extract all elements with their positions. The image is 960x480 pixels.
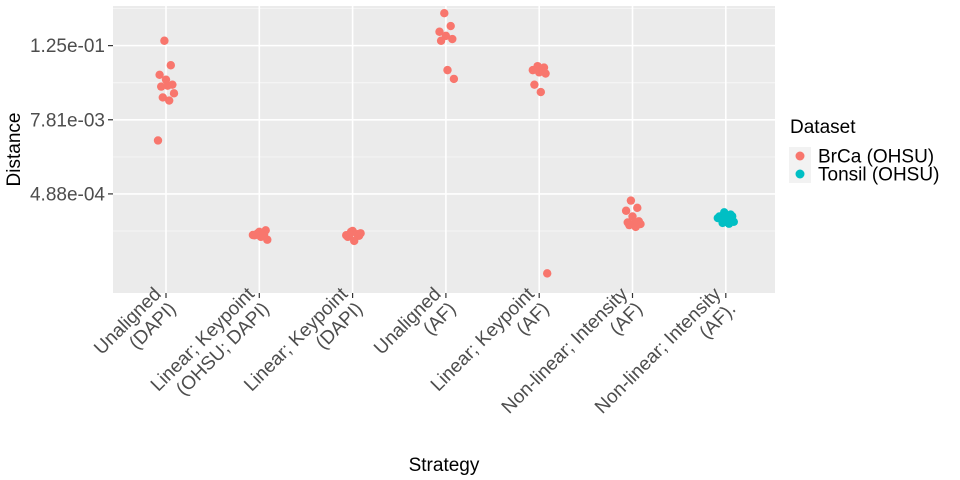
data-point xyxy=(356,229,365,238)
data-point xyxy=(440,9,449,18)
data-point xyxy=(631,222,640,232)
data-point xyxy=(720,215,729,225)
data-point xyxy=(350,236,359,246)
data-point xyxy=(436,36,446,45)
data-points xyxy=(153,9,738,278)
data-point xyxy=(169,89,179,98)
data-point xyxy=(626,196,636,205)
legend-label: Tonsil (OHSU) xyxy=(818,165,939,186)
data-point xyxy=(345,230,354,239)
grid-minor xyxy=(113,8,775,232)
legend: Dataset BrCa (OHSU)Tonsil (OHSU) xyxy=(789,117,939,186)
data-point xyxy=(541,69,550,78)
data-point xyxy=(448,34,457,44)
legend-key xyxy=(795,151,805,161)
data-point xyxy=(166,61,175,70)
x-axis: Unaligned(DAPI)Linear; Keypoint(OHSU; DA… xyxy=(90,283,740,418)
y-axis-title: Distance xyxy=(4,113,25,187)
data-point xyxy=(258,231,267,240)
data-point xyxy=(163,81,172,90)
data-point xyxy=(633,203,642,213)
data-point xyxy=(449,74,459,84)
y-axis: 4.88e-04 7.81e-03 1.25e-01 xyxy=(30,36,113,205)
x-axis-title: Strategy xyxy=(409,455,480,476)
data-point xyxy=(713,213,722,223)
data-point xyxy=(157,82,166,91)
data-point xyxy=(158,93,167,102)
data-point xyxy=(435,27,444,36)
legend-title: Dataset xyxy=(790,117,856,138)
grid-major xyxy=(113,6,775,293)
data-point xyxy=(446,21,455,31)
data-point xyxy=(443,65,452,75)
data-point xyxy=(621,206,631,215)
data-point xyxy=(625,220,634,230)
data-point xyxy=(155,70,164,79)
data-point xyxy=(251,230,261,239)
plot-panel xyxy=(113,6,775,293)
y-tick-label: 7.81e-03 xyxy=(30,110,105,131)
data-point xyxy=(530,80,539,89)
data-point xyxy=(628,212,637,221)
legend-label: BrCa (OHSU) xyxy=(818,147,934,168)
data-point xyxy=(160,36,169,45)
y-tick-label: 4.88e-04 xyxy=(30,184,105,205)
data-point xyxy=(153,136,163,145)
data-point xyxy=(543,269,552,278)
data-point xyxy=(535,68,544,77)
data-point xyxy=(536,87,545,97)
data-point xyxy=(528,65,537,75)
legend-key xyxy=(795,169,805,179)
data-point xyxy=(165,96,174,105)
y-tick-label: 1.25e-01 xyxy=(30,36,105,57)
